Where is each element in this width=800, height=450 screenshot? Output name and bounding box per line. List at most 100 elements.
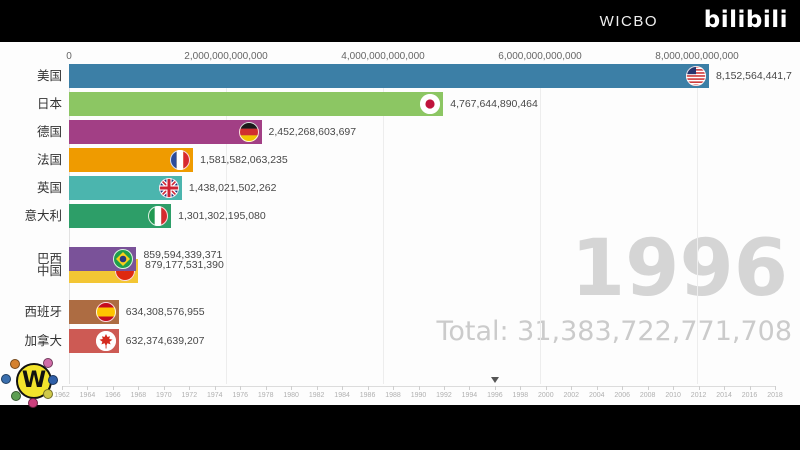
- timeline-year-label: 1962: [54, 392, 70, 399]
- bar-value-label: 634,308,576,955: [125, 306, 205, 318]
- bar-germany: [69, 120, 262, 144]
- timeline-year-label: 1984: [334, 392, 350, 399]
- timeline-year-label: 1978: [257, 392, 274, 399]
- timeline-year-label: 2008: [639, 392, 656, 399]
- timeline-tick: [87, 386, 89, 390]
- timeline-year-label: 1964: [79, 392, 96, 399]
- bar-row-canada: 加拿大 632,374,639,207: [0, 329, 800, 353]
- country-label: 法国: [36, 153, 62, 167]
- top-letterbox-bar: WICBO bilibili: [0, 0, 800, 42]
- timeline-tick: [749, 386, 751, 390]
- timeline-year-label: 2000: [538, 392, 554, 399]
- timeline-tick: [240, 386, 242, 390]
- current-year-label: 1996: [570, 224, 788, 314]
- bar-value-label: 1,581,582,063,235: [200, 154, 288, 166]
- country-label: 意大利: [24, 209, 62, 223]
- bar-row-japan: 日本 4,767,644,890,464: [0, 92, 800, 116]
- channel-logo-orbit-dot: [1, 374, 11, 384]
- bar-row-spain: 西班牙 634,308,576,955: [0, 300, 800, 324]
- gridline: [383, 64, 384, 384]
- timeline-year-label: 2018: [767, 392, 783, 399]
- uk-flag-icon: [158, 178, 179, 198]
- timeline-tick: [443, 386, 445, 390]
- timeline-year-label: 2006: [614, 392, 630, 399]
- timeline-tick: [571, 386, 573, 390]
- timeline-year-label: 1998: [512, 392, 529, 399]
- bar-value-label: 879,177,531,390: [145, 259, 224, 271]
- brazil-flag-icon: [113, 249, 134, 269]
- timeline-tick: [673, 386, 675, 390]
- timeline-current-marker: [490, 377, 499, 383]
- timeline-tick: [214, 386, 216, 390]
- bar-usa: [69, 64, 709, 88]
- timeline-tick: [698, 386, 700, 390]
- timeline-year-label: 1976: [232, 392, 249, 399]
- country-label: 美国: [36, 69, 62, 83]
- bar-value-label: 2,452,268,603,697: [268, 126, 357, 138]
- bar-row-germany: 德国 2,452,268,603,697: [0, 120, 800, 144]
- bar-value-label: 4,767,644,890,464: [450, 98, 538, 110]
- timeline-tick: [622, 386, 624, 390]
- bar-row-france: 法国 1,581,582,063,235: [0, 148, 800, 172]
- timeline-tick: [316, 386, 318, 390]
- x-axis-tick-label: 8,000,000,000,000: [655, 51, 739, 62]
- timeline-year-label: 1972: [181, 392, 198, 399]
- country-label: 英国: [36, 181, 62, 195]
- timeline-year-label: 1992: [436, 392, 452, 399]
- timeline-tick: [418, 386, 420, 390]
- x-axis-tick-label: 4,000,000,000,000: [341, 51, 425, 62]
- timeline-year-label: 1990: [410, 392, 427, 399]
- timeline-tick: [647, 386, 649, 390]
- timeline-tick: [393, 386, 395, 390]
- timeline-tick: [520, 386, 522, 390]
- germany-flag-icon: [238, 122, 259, 142]
- x-axis-tick-label: 2,000,000,000,000: [184, 51, 268, 62]
- timeline-tick: [775, 386, 776, 390]
- spain-flag-icon: [95, 302, 116, 322]
- timeline-year-label: 1988: [385, 392, 401, 399]
- channel-logo-orbit-dot: [43, 358, 53, 368]
- bar-value-label: 1,438,021,502,262: [188, 182, 277, 194]
- france-flag-icon: [170, 150, 191, 170]
- bar-value-label: 1,301,302,195,080: [178, 210, 266, 222]
- gridline: [226, 64, 227, 384]
- bar-row-italy: 意大利 1,301,302,195,080: [0, 204, 800, 228]
- total-value-label: Total: 31,383,722,771,708: [436, 316, 792, 347]
- timeline-year-label: 2014: [716, 392, 732, 399]
- bar-row-uk: 英国 1,438,021,502,262: [0, 176, 800, 200]
- timeline-year-label: 1968: [130, 392, 147, 399]
- gridline: [697, 64, 698, 384]
- usa-flag-icon: [685, 66, 706, 86]
- timeline-year-label: 1986: [359, 392, 376, 399]
- channel-logo-orbit-dot: [48, 375, 58, 385]
- timeline-tick: [545, 386, 547, 390]
- country-label: 巴西: [36, 252, 62, 266]
- timeline-year-label: 1980: [283, 392, 299, 399]
- timeline-year-label: 1982: [308, 392, 325, 399]
- country-label: 中国: [36, 264, 62, 278]
- country-label: 日本: [36, 97, 62, 111]
- country-label: 加拿大: [24, 334, 62, 348]
- italy-flag-icon: [148, 206, 169, 226]
- canada-flag-icon: [95, 331, 116, 351]
- timeline-tick: [62, 386, 63, 390]
- timeline-tick: [342, 386, 344, 390]
- channel-logo-orbit-dot: [11, 391, 21, 401]
- bar-japan: [69, 92, 444, 116]
- timeline-tick: [469, 386, 471, 390]
- timeline-tick: [367, 386, 369, 390]
- x-axis-tick-label: 0: [66, 51, 72, 62]
- timeline-year-label: 1974: [206, 392, 223, 399]
- x-axis-tick-label: 6,000,000,000,000: [498, 51, 582, 62]
- bar-chart-race: 1996 Total: 31,383,722,771,708 0 2,000,00…: [0, 42, 800, 405]
- timeline-tick: [112, 386, 114, 390]
- bar-row-brazil: 巴西 859,594,339,371: [0, 247, 800, 271]
- timeline-year-label: 1970: [156, 392, 172, 399]
- bottom-letterbox-bar: [0, 405, 800, 450]
- japan-flag-icon: [420, 94, 441, 114]
- country-label: 西班牙: [24, 305, 62, 319]
- timeline-tick: [138, 386, 140, 390]
- bar-value-label: 8,152,564,441,7: [715, 70, 792, 82]
- bar-value-label: 632,374,639,207: [125, 335, 205, 347]
